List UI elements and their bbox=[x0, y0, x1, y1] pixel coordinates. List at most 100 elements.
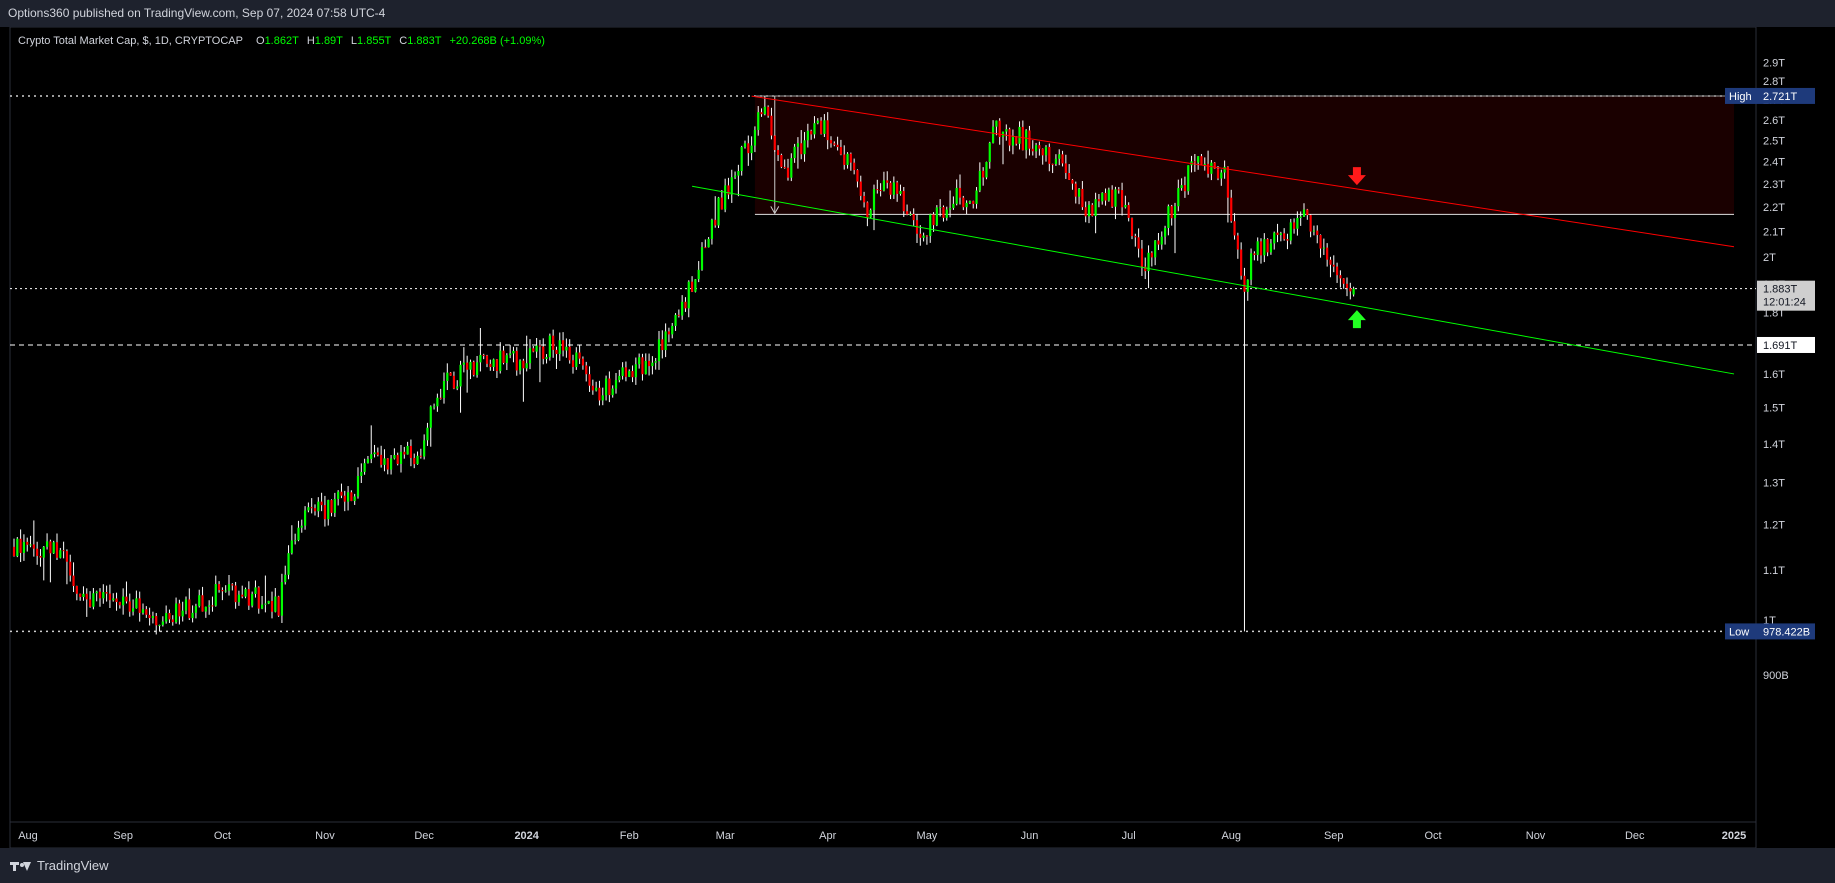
candle-up bbox=[399, 451, 403, 464]
candle-down bbox=[1051, 163, 1054, 165]
candle-up bbox=[469, 361, 472, 370]
candle-up bbox=[535, 345, 538, 352]
candle-up bbox=[1223, 166, 1226, 173]
candle-down bbox=[1309, 215, 1312, 232]
candle-down bbox=[1319, 235, 1322, 249]
publish-info: Options360 published on TradingView.com,… bbox=[8, 6, 386, 20]
candle-down bbox=[568, 346, 571, 361]
candle-down bbox=[1342, 278, 1345, 284]
candle-up bbox=[459, 364, 462, 387]
candle-down bbox=[75, 585, 78, 594]
candle-down bbox=[690, 281, 694, 292]
candle-up bbox=[929, 214, 932, 237]
candle-down bbox=[1240, 249, 1243, 276]
price-axis-tick: 1.4T bbox=[1763, 439, 1785, 451]
candle-down bbox=[714, 219, 717, 226]
candle-down bbox=[677, 314, 680, 316]
candle-up bbox=[545, 357, 548, 359]
candle-down bbox=[1028, 130, 1031, 149]
price-axis-tick: 1.5T bbox=[1763, 403, 1785, 415]
candle-up bbox=[1256, 241, 1259, 255]
support-price-value: 1.691T bbox=[1763, 340, 1798, 352]
chart-area[interactable]: 2.9T2.8T2.7T2.6T2.5T2.4T2.3T2.2T2.1T2T1.… bbox=[0, 27, 1835, 848]
candle-down bbox=[118, 602, 121, 606]
candle-down bbox=[105, 592, 108, 594]
candle-up bbox=[333, 498, 336, 513]
candle-down bbox=[234, 585, 237, 603]
candle-up bbox=[446, 372, 449, 382]
candle-down bbox=[350, 492, 353, 502]
candle-down bbox=[1041, 148, 1044, 156]
candle-down bbox=[896, 182, 899, 194]
candle-down bbox=[862, 195, 866, 203]
candle-up bbox=[214, 584, 217, 606]
candle-up bbox=[1025, 130, 1028, 151]
candle-up bbox=[575, 352, 578, 368]
candle-up bbox=[995, 120, 998, 127]
candle-up bbox=[1302, 209, 1306, 217]
candle-down bbox=[631, 371, 634, 378]
time-axis-label: Sep bbox=[1324, 830, 1344, 842]
candle-down bbox=[866, 202, 869, 218]
candle-down bbox=[552, 335, 555, 350]
candle-down bbox=[542, 346, 545, 359]
candle-up bbox=[462, 362, 465, 365]
candle-down bbox=[1283, 233, 1286, 240]
arrow-down-icon bbox=[1347, 167, 1366, 186]
candle-up bbox=[1352, 288, 1355, 295]
candle-down bbox=[449, 372, 452, 376]
candle-up bbox=[274, 596, 277, 612]
candle-up bbox=[198, 595, 201, 607]
price-axis-tick: 2.1T bbox=[1763, 227, 1785, 239]
tradingview-logo-icon bbox=[10, 860, 32, 872]
candle-up bbox=[158, 624, 161, 626]
candle-down bbox=[1200, 156, 1203, 165]
candle-down bbox=[413, 457, 416, 465]
price-axis-tick: 2.3T bbox=[1763, 179, 1785, 191]
candle-down bbox=[1226, 166, 1230, 198]
candle-down bbox=[836, 144, 839, 148]
candle-down bbox=[1144, 266, 1147, 272]
time-axis-label: Oct bbox=[1424, 830, 1441, 842]
footer: TradingView bbox=[0, 848, 1835, 883]
candle-down bbox=[879, 190, 882, 192]
candle-down bbox=[1206, 163, 1210, 174]
candle-up bbox=[1173, 206, 1177, 219]
candle-up bbox=[872, 189, 876, 211]
candle-up bbox=[95, 591, 98, 594]
candle-up bbox=[383, 458, 386, 465]
candle-down bbox=[661, 339, 664, 351]
candle-up bbox=[753, 129, 757, 146]
arrow-up-icon bbox=[1347, 310, 1366, 329]
candle-down bbox=[1120, 190, 1124, 208]
candle-down bbox=[833, 143, 836, 145]
high-price-value: 2.721T bbox=[1763, 91, 1798, 103]
candle-down bbox=[810, 130, 813, 135]
price-chart[interactable]: 2.9T2.8T2.7T2.6T2.5T2.4T2.3T2.2T2.1T2T1.… bbox=[0, 27, 1835, 848]
candle-up bbox=[757, 112, 760, 130]
candle-down bbox=[958, 187, 962, 198]
candle-down bbox=[419, 455, 422, 457]
candle-down bbox=[145, 609, 148, 615]
candle-down bbox=[522, 360, 525, 369]
candle-up bbox=[360, 471, 363, 476]
legend-symbol: Crypto Total Market Cap, $, 1D, CRYPTOCA… bbox=[18, 35, 243, 47]
candle-down bbox=[1236, 235, 1239, 250]
time-axis-label: Dec bbox=[414, 830, 434, 842]
candle-up bbox=[978, 170, 981, 191]
candle-up bbox=[939, 207, 942, 209]
low-price-tag-bg bbox=[1725, 623, 1757, 640]
candle-down bbox=[1074, 183, 1077, 197]
candle-up bbox=[244, 589, 247, 597]
candle-up bbox=[1279, 233, 1282, 235]
candle-down bbox=[1091, 204, 1094, 216]
candle-up bbox=[955, 187, 958, 204]
candle-up bbox=[1187, 165, 1190, 192]
candle-up bbox=[165, 613, 168, 622]
time-axis-label: Aug bbox=[1221, 830, 1241, 842]
candle-down bbox=[19, 538, 22, 553]
tradingview-logo[interactable]: TradingView bbox=[10, 858, 109, 873]
candle-down bbox=[1213, 162, 1216, 169]
candle-up bbox=[59, 550, 62, 558]
candle-up bbox=[479, 354, 482, 363]
